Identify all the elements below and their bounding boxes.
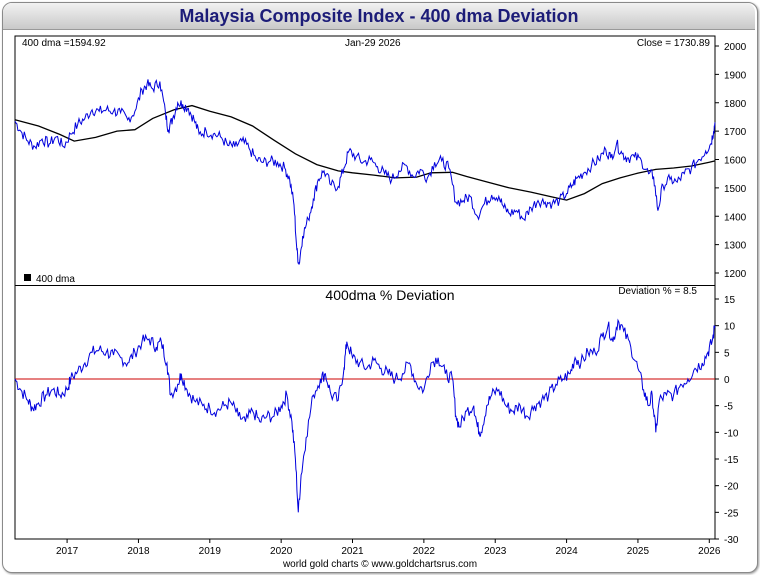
legend-dma-label: 400 dma	[36, 274, 75, 285]
y-tick-label-bottom: 0	[724, 375, 730, 386]
y-tick-label-top: 1300	[724, 241, 747, 252]
y-tick-label-top: 1700	[724, 127, 747, 138]
dma-400-line	[14, 104, 716, 201]
dma-value-label: 400 dma =1594.92	[22, 38, 106, 49]
x-tick-label: 2021	[341, 546, 364, 557]
deviation-line	[14, 318, 716, 513]
x-tick-label: 2024	[555, 546, 578, 557]
y-tick-label-top: 1900	[724, 70, 747, 81]
x-tick-label: 2017	[56, 546, 79, 557]
legend-dma-swatch	[24, 274, 31, 281]
y-tick-label-bottom: -20	[724, 482, 739, 493]
y-tick-label-top: 1800	[724, 99, 747, 110]
x-tick-label: 2026	[698, 546, 721, 557]
chart-title: Malaysia Composite Index - 400 dma Devia…	[3, 3, 755, 30]
y-tick-label-top: 1400	[724, 212, 747, 223]
x-tick-label: 2023	[484, 546, 507, 557]
y-tick-label-top: 1200	[724, 269, 747, 280]
y-tick-label-top: 1500	[724, 184, 747, 195]
x-tick-label: 2022	[413, 546, 436, 557]
x-tick-label: 2020	[270, 546, 293, 557]
y-tick-label-bottom: 5	[724, 348, 730, 359]
x-tick-label: 2019	[199, 546, 222, 557]
deviation-value-label: Deviation % = 8.5	[618, 286, 697, 297]
plot-frame	[14, 35, 716, 540]
date-label: Jan-29 2026	[345, 38, 401, 49]
x-tick-label: 2018	[127, 546, 150, 557]
y-tick-label-bottom: 10	[724, 322, 736, 333]
y-tick-label-bottom: -10	[724, 428, 739, 439]
price-line	[14, 78, 716, 265]
y-tick-label-bottom: -25	[724, 508, 739, 519]
footer-credit: world gold charts © www.goldchartsrus.co…	[282, 559, 477, 570]
y-tick-label-bottom: -15	[724, 455, 739, 466]
y-tick-label-top: 1600	[724, 156, 747, 167]
deviation-title: 400dma % Deviation	[325, 287, 454, 303]
y-tick-label-bottom: -5	[724, 402, 733, 413]
y-tick-label-bottom: -30	[724, 535, 739, 546]
y-tick-label-bottom: 15	[724, 295, 736, 306]
y-tick-label-top: 2000	[724, 42, 747, 53]
close-label: Close = 1730.89	[637, 38, 711, 49]
x-tick-label: 2025	[627, 546, 650, 557]
